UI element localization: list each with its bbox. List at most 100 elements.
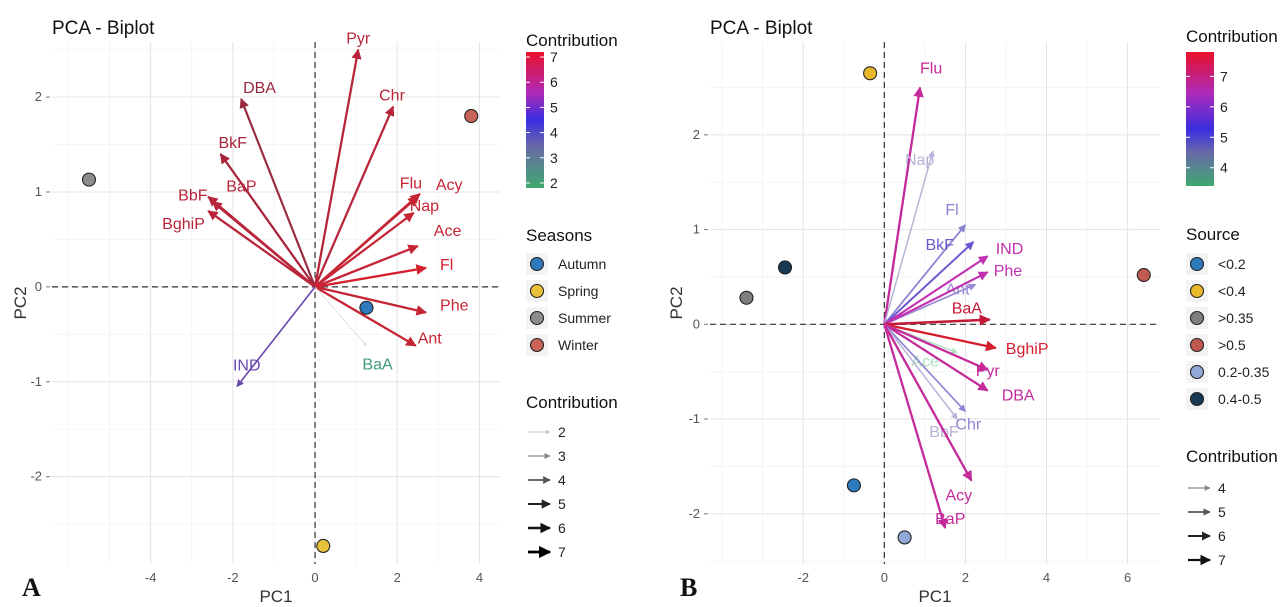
vector-arrow-ind xyxy=(883,255,989,326)
observation-point xyxy=(359,300,374,315)
vector-arrow-bap xyxy=(883,323,948,529)
x-tick-label: 2 xyxy=(962,570,969,585)
panel-b-colorbar-ticks: 7 6 5 4 xyxy=(1186,68,1228,176)
vector-arrow-phe xyxy=(883,271,989,326)
legend-key-point xyxy=(1189,337,1205,353)
vector-label-ind: IND xyxy=(996,241,1024,258)
panel-b-legends: Contribution 7 6 5 4 Source <0.2 <0.4 >0.35 >0… xyxy=(1186,27,1278,568)
colorbar-tick-label: 3 xyxy=(550,150,558,166)
colorbar-tick-label: 4 xyxy=(550,125,558,141)
vector-label-bghip: BghiP xyxy=(1006,341,1049,358)
panel-a-colorbar xyxy=(526,52,544,188)
contribution-legend-label: 5 xyxy=(1218,504,1226,520)
x-tick-label: 6 xyxy=(1124,570,1131,585)
legend-key-point xyxy=(529,337,545,353)
panel-a-ticks: -4 -2 0 2 4 -2 -1 0 1 2 xyxy=(30,89,483,585)
panel-a-seasons-legend: Autumn Spring Summer Winter xyxy=(526,253,611,356)
legend-key-point xyxy=(529,256,545,272)
y-tick-label: 1 xyxy=(35,184,42,199)
vector-label-bghip: BghiP xyxy=(162,216,205,233)
vector-label-ind: IND xyxy=(233,358,261,375)
vector-arrow-nap xyxy=(314,211,415,288)
legend-item-label: Summer xyxy=(558,310,611,326)
y-tick-label: -2 xyxy=(688,506,700,521)
vector-label-nap: Nap xyxy=(905,152,934,169)
panel-a-observations xyxy=(81,108,479,554)
observation-point xyxy=(81,172,97,187)
colorbar-tick-label: 5 xyxy=(1220,129,1228,145)
vector-arrow-bghip xyxy=(884,323,997,352)
vector-label-phe: Phe xyxy=(994,263,1023,280)
vector-label-pyr: Pyr xyxy=(976,363,1001,380)
observation-point xyxy=(777,260,793,275)
panel-b-contribution-title: Contribution xyxy=(1186,447,1278,466)
vector-arrow-ind xyxy=(236,286,316,388)
panel-a-contribution-legend: 2 3 4 5 6 7 xyxy=(528,424,566,560)
legend-item-label: 0.2-0.35 xyxy=(1218,364,1270,380)
panel-b-contribution-legend: 4 5 6 7 xyxy=(1188,480,1226,568)
vector-label-bkf: BkF xyxy=(219,135,248,152)
vector-arrow-ace xyxy=(314,244,419,288)
legend-item-label: >0.5 xyxy=(1218,337,1246,353)
colorbar-tick-label: 5 xyxy=(550,99,558,115)
observation-point xyxy=(1136,268,1151,283)
vector-arrow-chr xyxy=(883,323,966,413)
vector-arrow-baa xyxy=(314,286,367,346)
vector-label-chr: Chr xyxy=(379,88,405,105)
vector-arrow-acy xyxy=(314,192,421,288)
vector-arrow-fl xyxy=(314,264,428,289)
vector-label-bap: BaP xyxy=(226,178,256,195)
x-tick-label: -2 xyxy=(227,570,239,585)
vector-label-dba: DBA xyxy=(243,80,276,97)
y-tick-label: 2 xyxy=(35,89,42,104)
vector-label-acy: Acy xyxy=(945,488,972,505)
vector-arrow-nap xyxy=(883,150,935,325)
vector-arrow-bkf xyxy=(883,241,975,326)
legend-item-label: 0.4-0.5 xyxy=(1218,391,1262,407)
panel-b-letter: B xyxy=(680,573,697,602)
y-tick-label: 1 xyxy=(693,222,700,237)
vector-label-pyr: Pyr xyxy=(346,31,371,48)
panel-b-grid xyxy=(710,42,1160,564)
colorbar-tick-label: 7 xyxy=(1220,68,1228,84)
vector-label-baa: BaA xyxy=(952,301,983,318)
panel-b-source-title: Source xyxy=(1186,225,1240,244)
legend-key-point xyxy=(1189,391,1205,407)
contribution-legend-label: 7 xyxy=(558,544,566,560)
legend-key-point xyxy=(529,283,545,299)
vector-label-chr: Chr xyxy=(955,416,981,433)
panel-a-colorbar-title: Contribution xyxy=(526,31,618,50)
legend-item-label: <0.2 xyxy=(1218,256,1246,272)
vector-arrow-fl xyxy=(883,224,967,325)
colorbar-tick-label: 2 xyxy=(550,175,558,191)
vector-label-flu: Flu xyxy=(400,176,422,193)
y-tick-label: 2 xyxy=(693,127,700,142)
contribution-legend-label: 4 xyxy=(1218,480,1226,496)
vector-arrow-phe xyxy=(314,285,428,316)
vector-label-dba: DBA xyxy=(1002,388,1035,405)
legend-key-point xyxy=(1189,283,1205,299)
panel-a-grid xyxy=(52,42,500,564)
panel-b-y-axis-label: PC2 xyxy=(667,286,686,319)
observation-point xyxy=(739,290,754,305)
contribution-legend-label: 5 xyxy=(558,496,566,512)
vector-arrow-dba xyxy=(239,98,317,288)
contribution-legend-label: 6 xyxy=(558,520,566,536)
contribution-legend-label: 3 xyxy=(558,448,566,464)
colorbar-tick-label: 7 xyxy=(550,49,558,65)
panel-a-x-axis-label: PC1 xyxy=(259,587,292,606)
contribution-legend-label: 4 xyxy=(558,472,566,488)
vector-label-phe: Phe xyxy=(440,297,469,314)
vector-label-ace: Ace xyxy=(911,354,939,371)
legend-item-label: >0.35 xyxy=(1218,310,1254,326)
panel-a-legends: Contribution 7 6 5 4 3 2 Seasons Autumn Spring… xyxy=(526,31,618,560)
y-tick-label: 0 xyxy=(693,316,700,331)
vector-arrow-flu xyxy=(883,86,924,325)
panel-a-contribution-title: Contribution xyxy=(526,393,618,412)
vector-label-fl: Fl xyxy=(945,202,958,219)
panel-a-y-axis-label: PC2 xyxy=(11,286,30,319)
vector-arrow-chr xyxy=(314,105,395,288)
panel-b-observations xyxy=(739,66,1151,545)
vector-arrow-baa xyxy=(884,314,991,326)
